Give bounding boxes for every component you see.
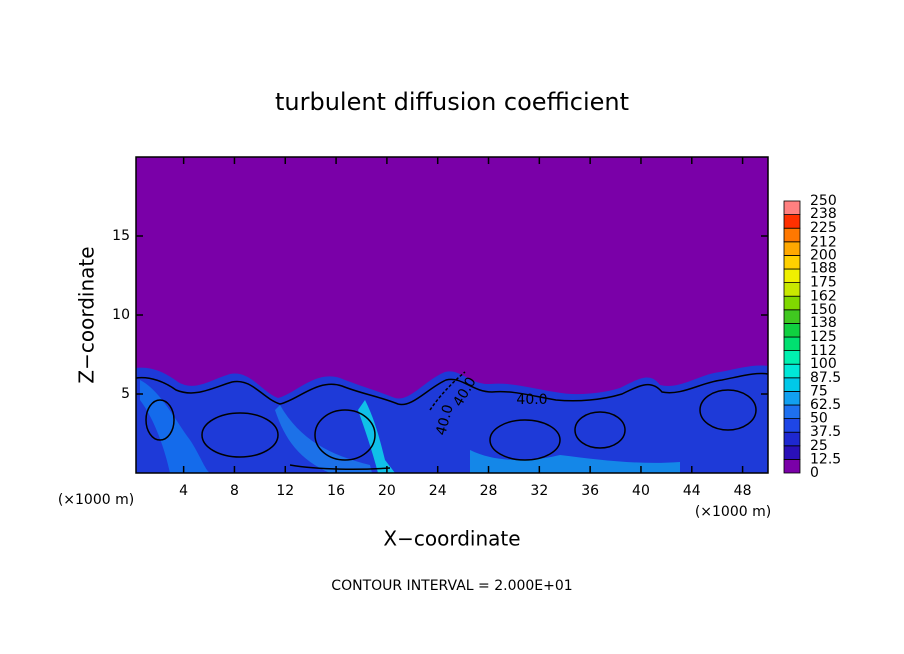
- colorbar-segment: [783, 363, 801, 379]
- colorbar-segment: [783, 254, 801, 270]
- contour-label: 40.0: [433, 403, 457, 437]
- colorbar-segment: [783, 377, 801, 392]
- colorbar-label: 75: [810, 383, 828, 399]
- colorbar-label: 175: [810, 275, 837, 291]
- colorbar-label: 188: [810, 260, 837, 276]
- y-tick-label: 15: [112, 228, 130, 244]
- colorbar-segment: [783, 390, 801, 406]
- x-unit-label: (×1000 m): [58, 492, 134, 508]
- colorbar-label: 238: [810, 206, 837, 222]
- colorbar-segment: [783, 350, 801, 365]
- x-tick-label: 8: [230, 483, 239, 499]
- colorbar-label: 100: [810, 356, 837, 372]
- x-tick-label: 20: [378, 483, 396, 499]
- x-tick-label: 12: [276, 483, 294, 499]
- x-tick-label: 36: [581, 483, 599, 499]
- x-tick-label: 24: [429, 483, 447, 499]
- colorbar-label: 0: [810, 465, 819, 481]
- x-tick-label: 16: [327, 483, 345, 499]
- colorbar-label: 25: [810, 438, 828, 454]
- colorbar-label: 62.5: [810, 397, 841, 413]
- colorbar-label: 225: [810, 220, 837, 236]
- colorbar-segment: [783, 227, 801, 243]
- colorbar-label: 12.5: [810, 451, 841, 467]
- colorbar-label: 212: [810, 234, 837, 250]
- colorbar-label: 112: [810, 343, 837, 359]
- y-tick-label: 10: [112, 307, 130, 323]
- field-blob: [275, 405, 372, 473]
- colorbar-segment: [783, 404, 801, 420]
- colorbar-segment: [783, 458, 801, 474]
- x-tick-label: 32: [530, 483, 548, 499]
- colorbar-segment: [783, 214, 801, 229]
- colorbar-label: 150: [810, 302, 837, 318]
- x-tick-label: 44: [683, 483, 701, 499]
- y-tick-label: 5: [121, 386, 130, 402]
- colorbar-label: 250: [810, 193, 837, 209]
- colorbar-label: 87.5: [810, 370, 841, 386]
- colorbar-label: 200: [810, 247, 837, 263]
- colorbar-segment: [783, 431, 801, 447]
- colorbar-segment: [783, 336, 801, 352]
- x-tick-label: 4: [179, 483, 188, 499]
- x-unit-label: (×1000 m): [695, 504, 771, 520]
- footer: CONTOUR INTERVAL = 2.000E+01: [331, 578, 572, 594]
- field-blob: [140, 380, 210, 473]
- y-axis-label: Z−coordinate: [75, 246, 99, 383]
- colorbar-label: 37.5: [810, 424, 841, 440]
- contour-lines: [135, 371, 769, 470]
- x-tick-label: 28: [480, 483, 498, 499]
- x-tick-label: 40: [632, 483, 650, 499]
- colorbar-segment: [783, 241, 801, 256]
- colorbar-segment: [783, 268, 801, 284]
- x-tick-label: 48: [734, 483, 752, 499]
- field: 40.0 40.0 40.0: [135, 156, 769, 474]
- colorbar-segment: [783, 295, 801, 311]
- colorbar-segment: [783, 282, 801, 297]
- colorbar-label: 50: [810, 411, 828, 427]
- colorbar-segment: [783, 445, 801, 460]
- colorbar-segment: [783, 322, 801, 338]
- colorbar-label: 125: [810, 329, 837, 345]
- field-blob: [470, 450, 680, 473]
- colorbar-segment: [783, 418, 801, 433]
- colorbar-segment: [783, 200, 801, 216]
- x-axis-label: X−coordinate: [383, 527, 520, 551]
- colorbar-label: 162: [810, 289, 837, 305]
- colorbar-segment: [783, 309, 801, 324]
- colorbar-label: 138: [810, 315, 837, 331]
- chart-title: turbulent diffusion coefficient: [275, 88, 629, 116]
- contour-label: 40.0: [516, 392, 547, 408]
